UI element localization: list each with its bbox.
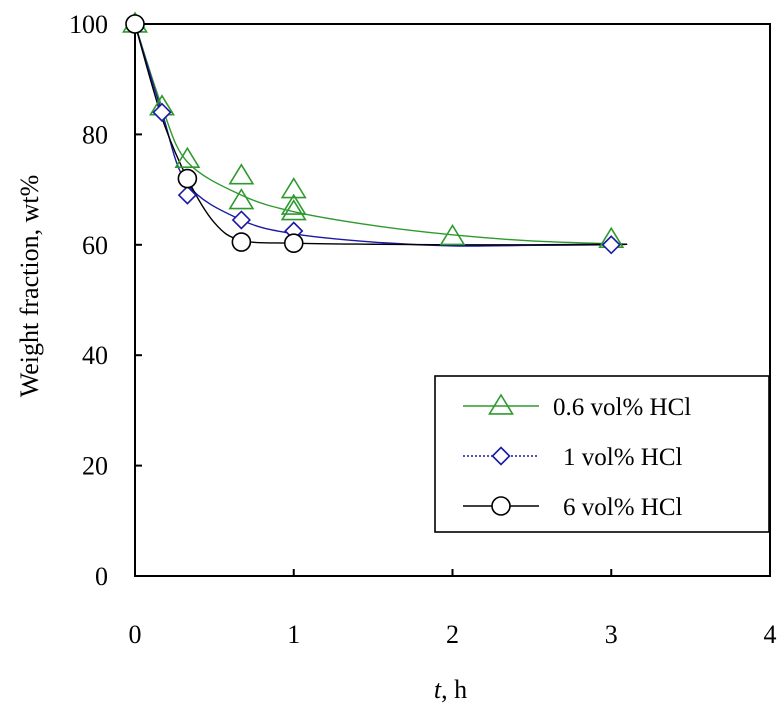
triangle-marker [488, 393, 514, 415]
x-axis-unit: , h [441, 675, 467, 704]
legend-entry: 1 vol% HCl [463, 444, 683, 471]
triangle-marker [228, 163, 255, 185]
series-circle [134, 23, 628, 246]
legend-label: 1 vol% HCl [563, 444, 683, 471]
triangle-marker [280, 199, 307, 221]
circle-marker [125, 14, 145, 34]
y-tick-label: 100 [69, 10, 108, 39]
diamond-marker [491, 446, 511, 466]
series-points-circle [125, 14, 304, 253]
series-points-triangle [122, 11, 625, 248]
series-line [134, 23, 628, 245]
y-tick-label: 20 [82, 452, 108, 481]
series-layer [122, 11, 628, 255]
x-tick-label: 0 [129, 620, 142, 649]
diamond-marker [231, 210, 251, 230]
diamond-marker [601, 235, 621, 255]
legend-label: 0.6 vol% HCl [553, 394, 691, 421]
triangle-marker [280, 193, 307, 215]
y-tick-label: 0 [95, 562, 108, 591]
circle-marker [491, 496, 511, 516]
series-diamond [134, 23, 628, 247]
triangle-marker [228, 188, 255, 210]
legend-entry: 6 vol% HCl [463, 494, 683, 521]
series-points-diamond [125, 14, 621, 255]
series-triangle [134, 23, 628, 245]
y-tick-label: 40 [82, 341, 108, 370]
x-tick-label: 4 [764, 620, 777, 649]
series-line [134, 23, 628, 247]
circle-marker [231, 232, 252, 252]
series-line [134, 23, 628, 246]
y-axis-label: Weight fraction, wt% [15, 175, 44, 397]
diamond-marker [177, 185, 198, 205]
x-axis-label: t, h [434, 675, 467, 704]
legend-label: 6 vol% HCl [563, 494, 683, 521]
triangle-marker [280, 177, 307, 199]
x-tick-label: 1 [287, 620, 300, 649]
x-axis-ticks: 0 1 2 3 4 [129, 569, 777, 649]
x-tick-label: 3 [605, 620, 618, 649]
x-tick-label: 2 [446, 620, 459, 649]
triangle-marker [174, 146, 201, 168]
legend-entry: 0.6 vol% HCl [463, 393, 691, 421]
legend: 0.6 vol% HCl 1 vol% HCl 6 vol% HCl [434, 375, 770, 533]
diamond-marker [152, 102, 172, 122]
y-axis-ticks: 0 20 40 60 80 100 [69, 10, 142, 591]
circle-marker [177, 168, 198, 189]
triangle-marker [439, 223, 466, 246]
y-tick-label: 60 [82, 231, 108, 260]
y-tick-label: 80 [82, 120, 108, 149]
x-axis-variable: t [434, 675, 442, 704]
circle-marker [283, 233, 304, 253]
